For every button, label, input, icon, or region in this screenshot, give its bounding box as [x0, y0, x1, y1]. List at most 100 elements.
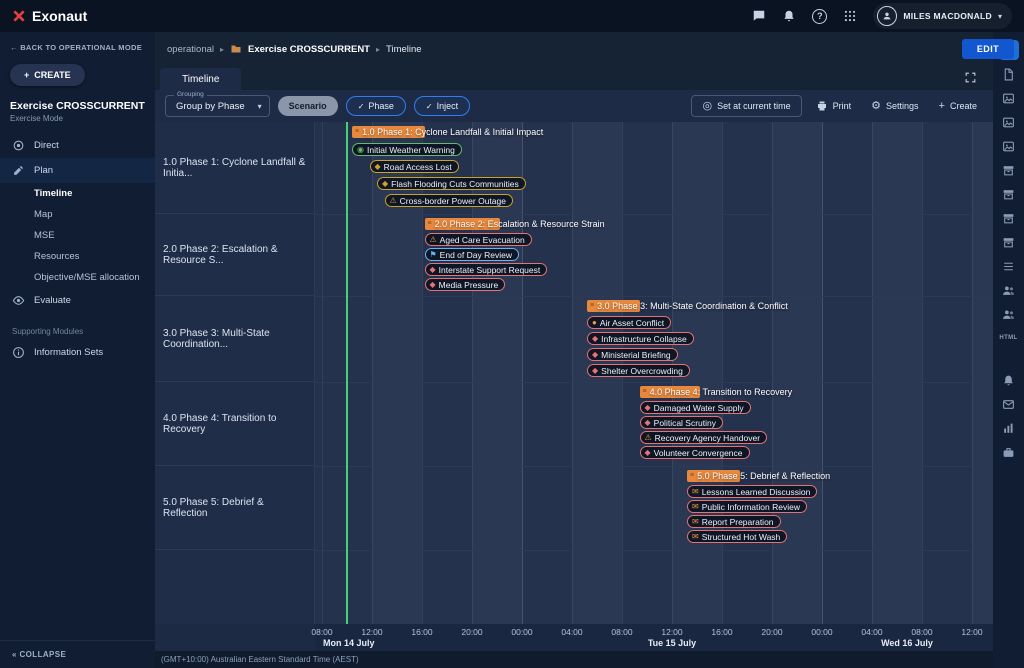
html-icon[interactable]: HTML: [999, 335, 1018, 341]
sidebar-item-label: Resources: [34, 251, 80, 262]
clock-icon: ●: [592, 317, 597, 327]
set-current-time-button[interactable]: ◎ Set at current time: [691, 95, 802, 117]
breadcrumb-operational[interactable]: operational: [167, 43, 215, 55]
sidebar-item-direct[interactable]: Direct: [0, 133, 155, 158]
sidebar-item-objective-mse-allocation[interactable]: Objective/MSE allocation: [0, 267, 155, 288]
print-button[interactable]: Print: [810, 99, 858, 113]
sidebar-item-resources[interactable]: Resources: [0, 246, 155, 267]
gantt-chart[interactable]: ≡ 1.0 Phase 1: Cyclone Landfall & Initial…: [315, 122, 993, 624]
sidebar-item-mse[interactable]: MSE: [0, 225, 155, 246]
inject-filter-chip[interactable]: ✓ Inject: [413, 96, 471, 116]
sidebar-item-information-sets[interactable]: Information Sets: [0, 340, 155, 365]
sidebar-item-map[interactable]: Map: [0, 204, 155, 225]
gridline: [322, 122, 323, 624]
fullscreen-icon[interactable]: [964, 71, 977, 84]
image-icon[interactable]: [999, 136, 1019, 156]
gridline: [822, 122, 823, 624]
inject-chip[interactable]: ⚠ Recovery Agency Handover: [639, 431, 768, 444]
inject-chip[interactable]: ⚠ Cross-border Power Outage: [384, 194, 513, 207]
inject-chip[interactable]: ◆ Media Pressure: [424, 278, 506, 291]
users-icon[interactable]: [999, 304, 1019, 324]
sidebar-menu: Direct Plan Timeline Map MSE Resources Objecti…: [0, 133, 155, 365]
list-icon[interactable]: [999, 256, 1019, 276]
time-tick-label: 08:00: [311, 627, 333, 637]
inject-chip[interactable]: ◆ Shelter Overcrowding: [587, 364, 690, 377]
inject-chip[interactable]: ◆ Damaged Water Supply: [639, 401, 751, 414]
tab-timeline[interactable]: Timeline: [160, 68, 242, 90]
file-icon[interactable]: [999, 64, 1019, 84]
inject-label: Media Pressure: [438, 279, 499, 290]
mail-icon[interactable]: [999, 394, 1019, 414]
gridline: [922, 122, 923, 624]
question-mark-icon: ?: [812, 8, 828, 24]
sidebar-item-label: Map: [34, 209, 53, 220]
sidebar-item-timeline[interactable]: Timeline: [0, 183, 155, 204]
image-icon[interactable]: [999, 112, 1019, 132]
breadcrumb-exercise[interactable]: Exercise CROSSCURRENT: [248, 43, 370, 55]
inject-chip[interactable]: ✉ Structured Hot Wash: [687, 530, 788, 543]
inject-chip[interactable]: ✉ Lessons Learned Discussion: [687, 485, 818, 498]
archive-icon[interactable]: [999, 160, 1019, 180]
grouping-dropdown[interactable]: Grouping Group by Phase ▾: [165, 91, 270, 117]
inject-label: Report Preparation: [701, 516, 774, 527]
help-icon[interactable]: ?: [812, 8, 828, 24]
inject-chip[interactable]: ◆ Volunteer Convergence: [639, 446, 750, 459]
create-label: Create: [949, 101, 977, 111]
gridline: [422, 122, 423, 624]
inject-chip[interactable]: ✉ Public Information Review: [687, 500, 807, 513]
inject-chip[interactable]: ◆ Interstate Support Request: [424, 263, 548, 276]
archive-icon[interactable]: [999, 208, 1019, 228]
inject-label: Infrastructure Collapse: [601, 333, 687, 344]
time-tick-label: 12:00: [361, 627, 383, 637]
time-tick-label: 16:00: [411, 627, 433, 637]
chat-icon[interactable]: [752, 9, 766, 23]
image-icon[interactable]: [999, 88, 1019, 108]
inject-chip[interactable]: ⚠ Aged Care Evacuation: [424, 233, 532, 246]
warning-diamond-icon: ◆: [382, 178, 389, 188]
phase-row-label: 4.0 Phase 4: Transition to Recovery: [155, 382, 314, 466]
inject-chip[interactable]: ◆ Political Scrutiny: [639, 416, 724, 429]
phase-bar[interactable]: ≡ 2.0 Phase 2: Escalation & Resource Stra…: [424, 218, 605, 230]
back-to-operational-link[interactable]: ← BACK TO OPERATIONAL MODE: [0, 32, 155, 57]
users-icon[interactable]: [999, 280, 1019, 300]
phase-row-label: 2.0 Phase 2: Escalation & Resource S...: [155, 214, 314, 296]
inject-chip[interactable]: ◆ Road Access Lost: [369, 160, 459, 173]
apps-grid-icon[interactable]: [843, 9, 857, 23]
sidebar-item-evaluate[interactable]: Evaluate: [0, 288, 155, 313]
exercise-folder-icon: [230, 43, 242, 55]
inject-chip[interactable]: ⚑ End of Day Review: [424, 248, 519, 261]
inject-chip[interactable]: ● Air Asset Conflict: [587, 316, 672, 329]
phase-filter-chip[interactable]: ✓ Phase: [345, 96, 406, 116]
inject-label: Cross-border Power Outage: [399, 195, 506, 206]
chart-icon[interactable]: [999, 418, 1019, 438]
collapse-icon: «: [12, 650, 17, 659]
inject-chip[interactable]: ◉ Initial Weather Warning: [352, 143, 462, 156]
phase-bar[interactable]: ≡ 1.0 Phase 1: Cyclone Landfall & Initial…: [352, 126, 543, 138]
bell-icon[interactable]: [999, 370, 1019, 390]
archive-icon[interactable]: [999, 184, 1019, 204]
edit-button[interactable]: EDIT: [961, 39, 1014, 59]
app-logo-text: Exonaut: [32, 8, 88, 24]
briefcase-icon[interactable]: [999, 442, 1019, 462]
inject-chip[interactable]: ◆ Ministerial Briefing: [587, 348, 678, 361]
phase-bar[interactable]: ≡ 5.0 Phase 5: Debrief & Reflection: [687, 470, 830, 482]
phase-chip-label: Phase: [368, 101, 394, 111]
time-axis: 08:00 12:00 16:00 20:00 00:00 04:00 08:00 12:00…: [311, 624, 993, 651]
phase-bar[interactable]: ≡ 4.0 Phase 4: Transition to Recovery: [639, 386, 792, 398]
inject-chip[interactable]: ◆ Infrastructure Collapse: [587, 332, 694, 345]
inject-chip[interactable]: ✉ Report Preparation: [687, 515, 781, 528]
create-button[interactable]: + Create: [933, 100, 983, 113]
scenario-filter-chip[interactable]: Scenario: [277, 96, 338, 116]
inject-chip[interactable]: ◆ Flash Flooding Cuts Communities: [377, 177, 526, 190]
sidebar-item-plan[interactable]: Plan: [0, 158, 155, 183]
settings-button[interactable]: ⚙ Settings: [865, 100, 924, 113]
phase-bar[interactable]: ≡ 3.0 Phase 3: Multi-State Coordination &…: [587, 300, 788, 312]
user-menu[interactable]: MILES MACDONALD ▾: [873, 3, 1012, 29]
breadcrumb-separator-icon: ▸: [376, 44, 381, 54]
notifications-bell-icon[interactable]: [782, 9, 796, 23]
archive-icon[interactable]: [999, 232, 1019, 252]
chevron-down-icon: ▾: [997, 11, 1002, 21]
sidebar-create-button[interactable]: + CREATE: [10, 64, 85, 86]
collapse-button[interactable]: « COLLAPSE: [0, 640, 155, 668]
gridline: [772, 122, 773, 624]
